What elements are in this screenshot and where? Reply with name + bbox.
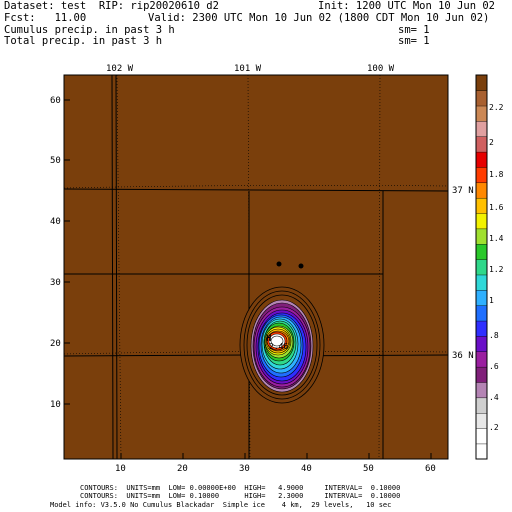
lat-label-37n: 37 N xyxy=(452,186,474,196)
header-line3-right: sm= 1 xyxy=(398,24,430,36)
colorbar-swatch xyxy=(475,259,488,276)
y-tick-label: 30 xyxy=(50,278,61,288)
lon-label-101w: 101 W xyxy=(234,64,262,74)
header-line4-right: sm= 1 xyxy=(398,35,430,47)
colorbar-swatch xyxy=(475,90,488,107)
colorbar-swatch xyxy=(475,105,488,122)
map-field: H 2.46 xyxy=(63,74,449,460)
colorbar-label: 1.6 xyxy=(489,203,504,212)
colorbar-swatch xyxy=(475,305,488,322)
y-tick-label: 20 xyxy=(50,339,61,349)
colorbar-label: .6 xyxy=(489,362,499,371)
colorbar-swatch xyxy=(475,397,488,414)
colorbar-label: 1.2 xyxy=(489,265,504,274)
precip-contours xyxy=(239,286,325,404)
colorbar-swatch xyxy=(475,120,488,137)
lon-label-102w: 102 W xyxy=(106,64,134,74)
colorbar-swatch xyxy=(475,182,488,199)
colorbar-swatch xyxy=(475,335,488,352)
header-line1-left: Dataset: test RIP: rip20020610 d2 xyxy=(4,0,219,12)
header-line1-right: Init: 1200 UTC Mon 10 Jun 02 xyxy=(318,0,496,12)
lon-label-100w: 100 W xyxy=(367,64,395,74)
colorbar-swatch xyxy=(475,166,488,184)
colorbar-swatch xyxy=(475,213,488,230)
colorbar-swatch xyxy=(475,243,488,260)
colorbar-swatch xyxy=(475,443,488,460)
header-line3-left: Cumulus precip. in past 3 h xyxy=(4,24,175,36)
x-tick-label: 30 xyxy=(239,464,250,474)
axis-ticks xyxy=(64,99,432,459)
colorbar-label: 2.2 xyxy=(489,103,504,112)
colorbar-swatch xyxy=(475,274,488,291)
colorbar-swatch xyxy=(475,74,488,91)
colorbar-swatch xyxy=(475,136,488,153)
x-tick-label: 20 xyxy=(177,464,188,474)
colorbar-label: 2 xyxy=(489,138,494,147)
x-tick-label: 50 xyxy=(363,464,374,474)
x-tick-label: 10 xyxy=(115,464,126,474)
colorbar-swatch xyxy=(475,412,488,429)
header-line2-left: Fcst: 11.00 xyxy=(4,12,87,24)
colorbar-frame xyxy=(475,74,488,460)
map-background xyxy=(63,74,449,460)
footer-line1: CONTOURS: UNITS=mm LOW= 0.00000E+00 HIGH… xyxy=(80,484,401,492)
colorbar-swatch xyxy=(475,289,488,306)
colorbar-swatch xyxy=(475,228,488,245)
storm-high-value: 2.46 xyxy=(269,342,288,351)
colorbar-label: .8 xyxy=(489,331,499,340)
header-line4-left: Total precip. in past 3 h xyxy=(4,35,163,47)
storm-high-label: H xyxy=(266,334,271,344)
colorbar-swatch xyxy=(475,351,488,368)
colorbar-swatch xyxy=(475,151,488,168)
y-tick-label: 60 xyxy=(50,96,61,106)
colorbar-swatch xyxy=(475,366,488,383)
y-tick-label: 40 xyxy=(50,217,61,227)
colorbar-label: 1 xyxy=(489,296,494,305)
colorbar-swatch xyxy=(475,428,488,445)
colorbar xyxy=(475,74,488,460)
colorbar-label: 1.4 xyxy=(489,234,504,243)
colorbar-label: .2 xyxy=(489,423,499,432)
lat-label-36n: 36 N xyxy=(452,351,474,361)
y-tick-label: 50 xyxy=(50,156,61,166)
footer-line3: Model info: V3.5.0 No Cumulus Blackadar … xyxy=(50,501,392,509)
colorbar-swatch xyxy=(475,382,488,399)
colorbar-swatch xyxy=(475,197,488,214)
x-tick-label: 60 xyxy=(425,464,436,474)
colorbar-label: 1.8 xyxy=(489,170,504,179)
station-dot xyxy=(276,261,282,267)
x-tick-label: 40 xyxy=(301,464,312,474)
header-line2-right: Valid: 2300 UTC Mon 10 Jun 02 (1800 CDT … xyxy=(148,12,490,24)
footer-line2: CONTOURS: UNITS=mm LOW= 0.10000 HIGH= 2.… xyxy=(80,492,401,500)
colorbar-label: .4 xyxy=(489,393,499,402)
y-tick-label: 10 xyxy=(50,400,61,410)
colorbar-swatch xyxy=(475,320,488,337)
station-dot xyxy=(298,263,304,269)
